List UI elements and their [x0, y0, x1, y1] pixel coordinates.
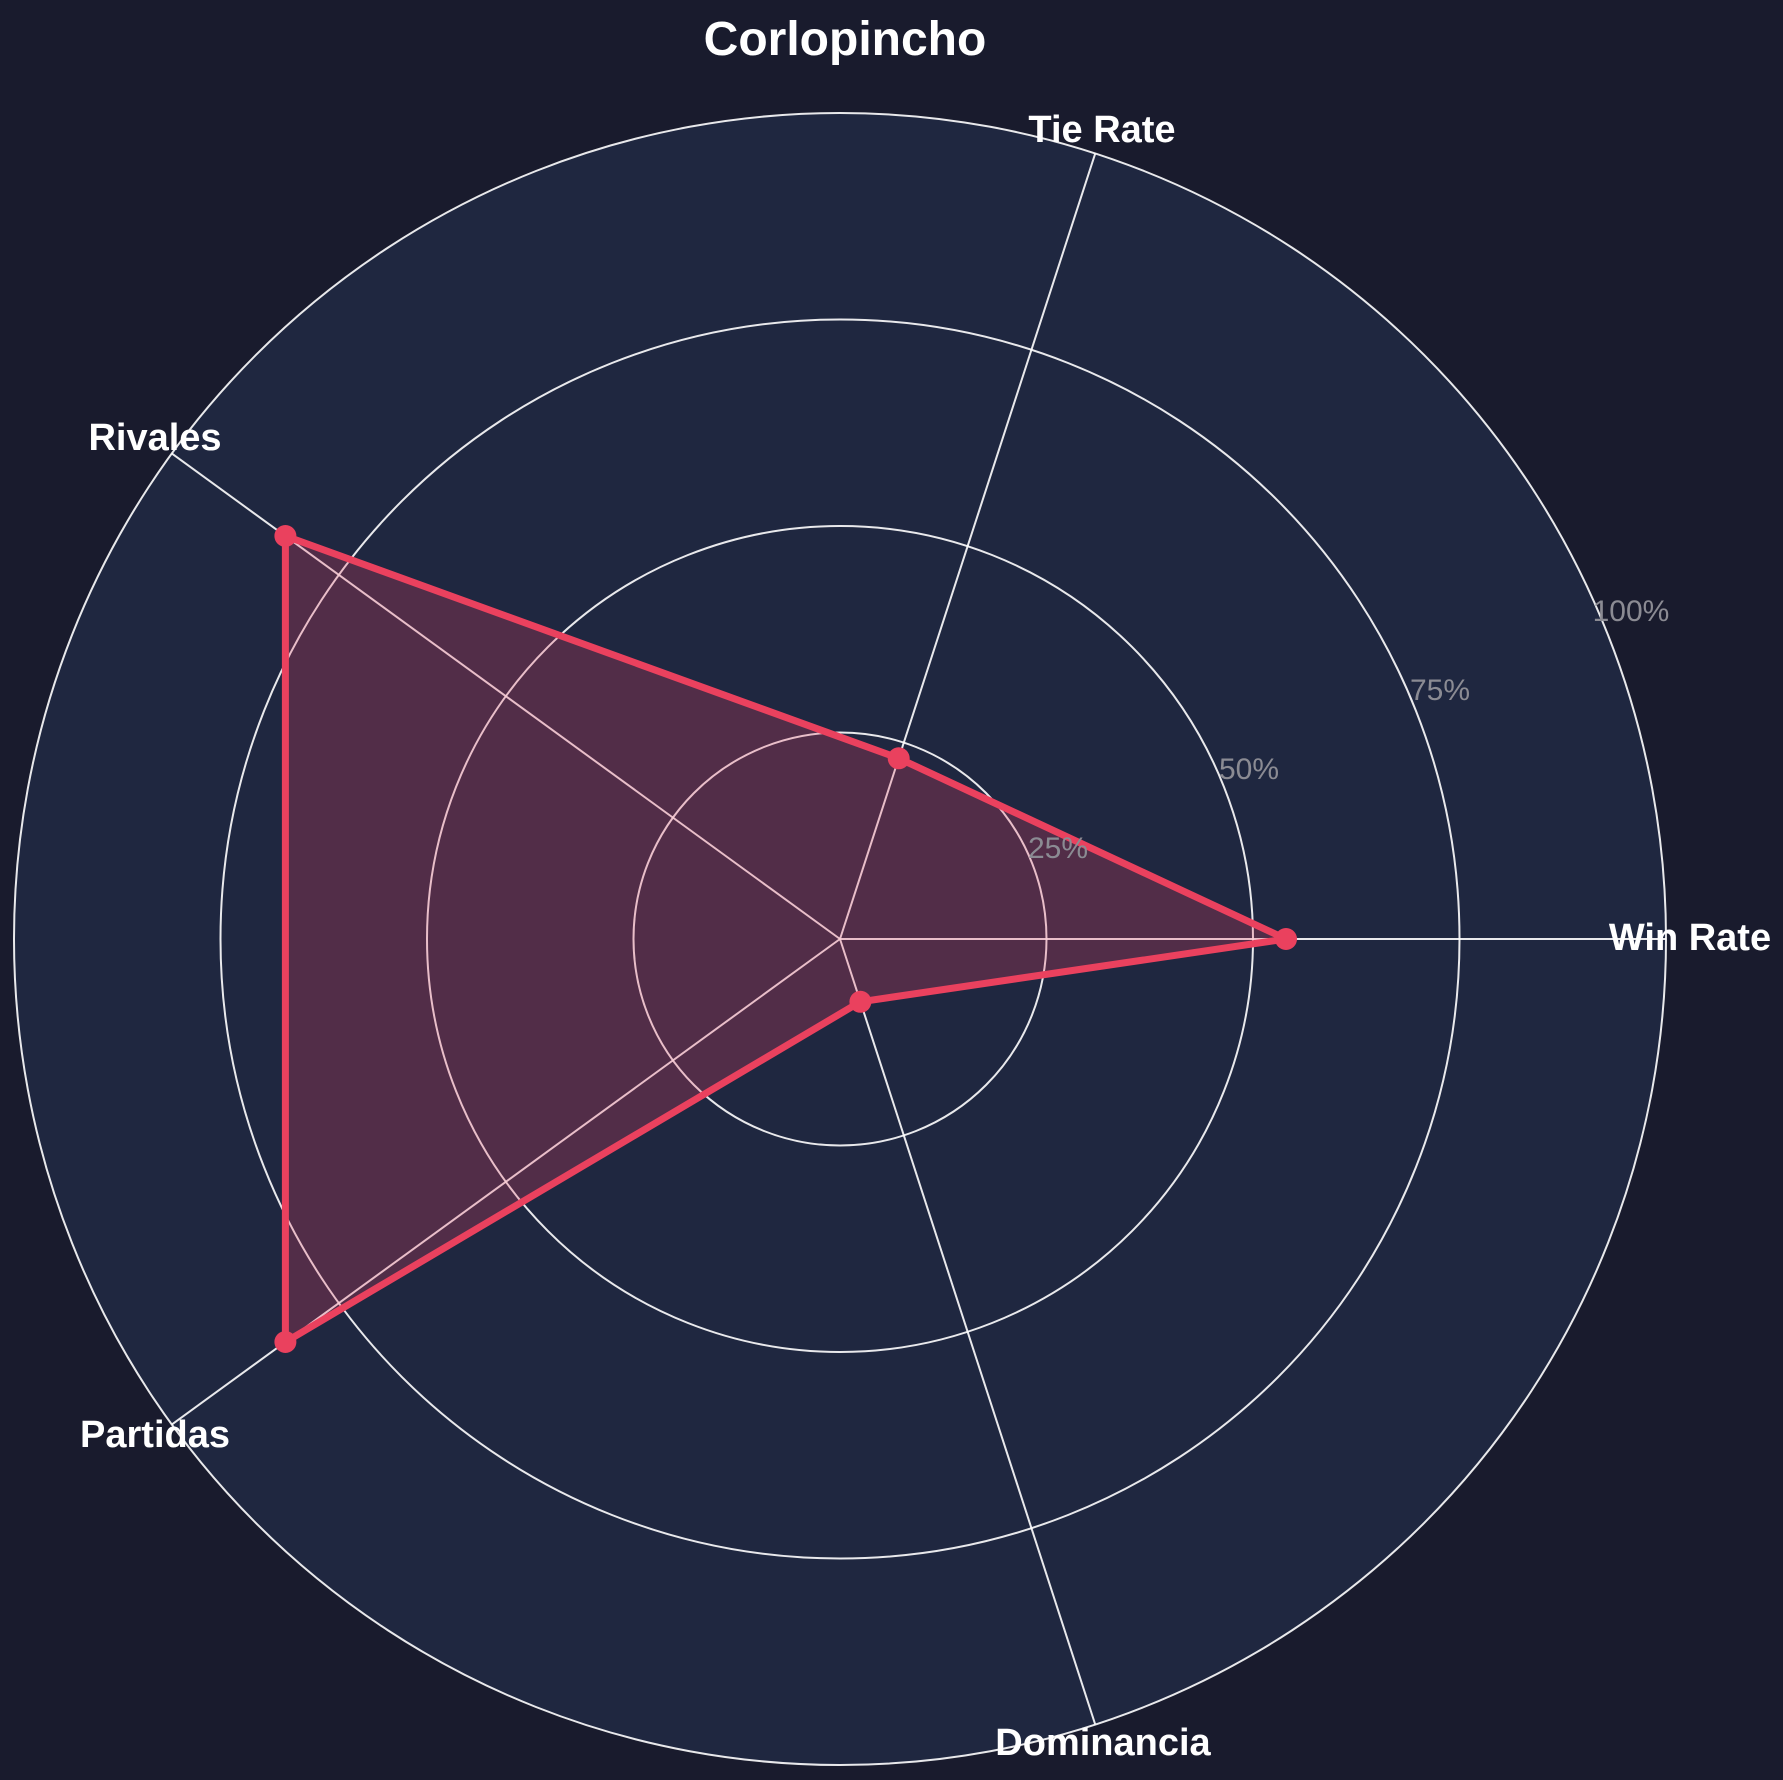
axis-category-label: Tie Rate — [1028, 109, 1175, 151]
axis-category-label: Dominancia — [995, 1722, 1211, 1764]
data-point-marker — [274, 525, 297, 547]
axis-spoke — [839, 153, 1097, 940]
axis-category-label: Rivales — [88, 417, 221, 459]
data-point-marker — [849, 990, 872, 1013]
data-point-marker — [887, 747, 910, 770]
axis-category-label: Partidas — [80, 1414, 230, 1456]
chart-title: Corlopincho — [704, 13, 987, 66]
radial-tick-label: 75% — [1410, 674, 1470, 707]
radial-tick-labels-layer: 25% 50% 75% 100% — [1028, 595, 1669, 865]
radial-tick-label: 100% — [1593, 595, 1670, 628]
polar-grid-layer — [13, 112, 1667, 1766]
axis-spoke — [839, 938, 1097, 1725]
series-polygon — [281, 532, 1290, 1346]
axis-category-labels-layer: Win Rate Tie Rate Rivales Partidas Dominanci… — [80, 109, 1771, 1764]
data-point-marker — [274, 1331, 297, 1353]
axis-category-label: Win Rate — [1609, 917, 1771, 959]
series-layer — [274, 525, 1297, 1353]
radial-tick-label: 25% — [1028, 832, 1088, 865]
data-point-marker — [1275, 928, 1297, 950]
radial-tick-label: 50% — [1219, 753, 1279, 786]
